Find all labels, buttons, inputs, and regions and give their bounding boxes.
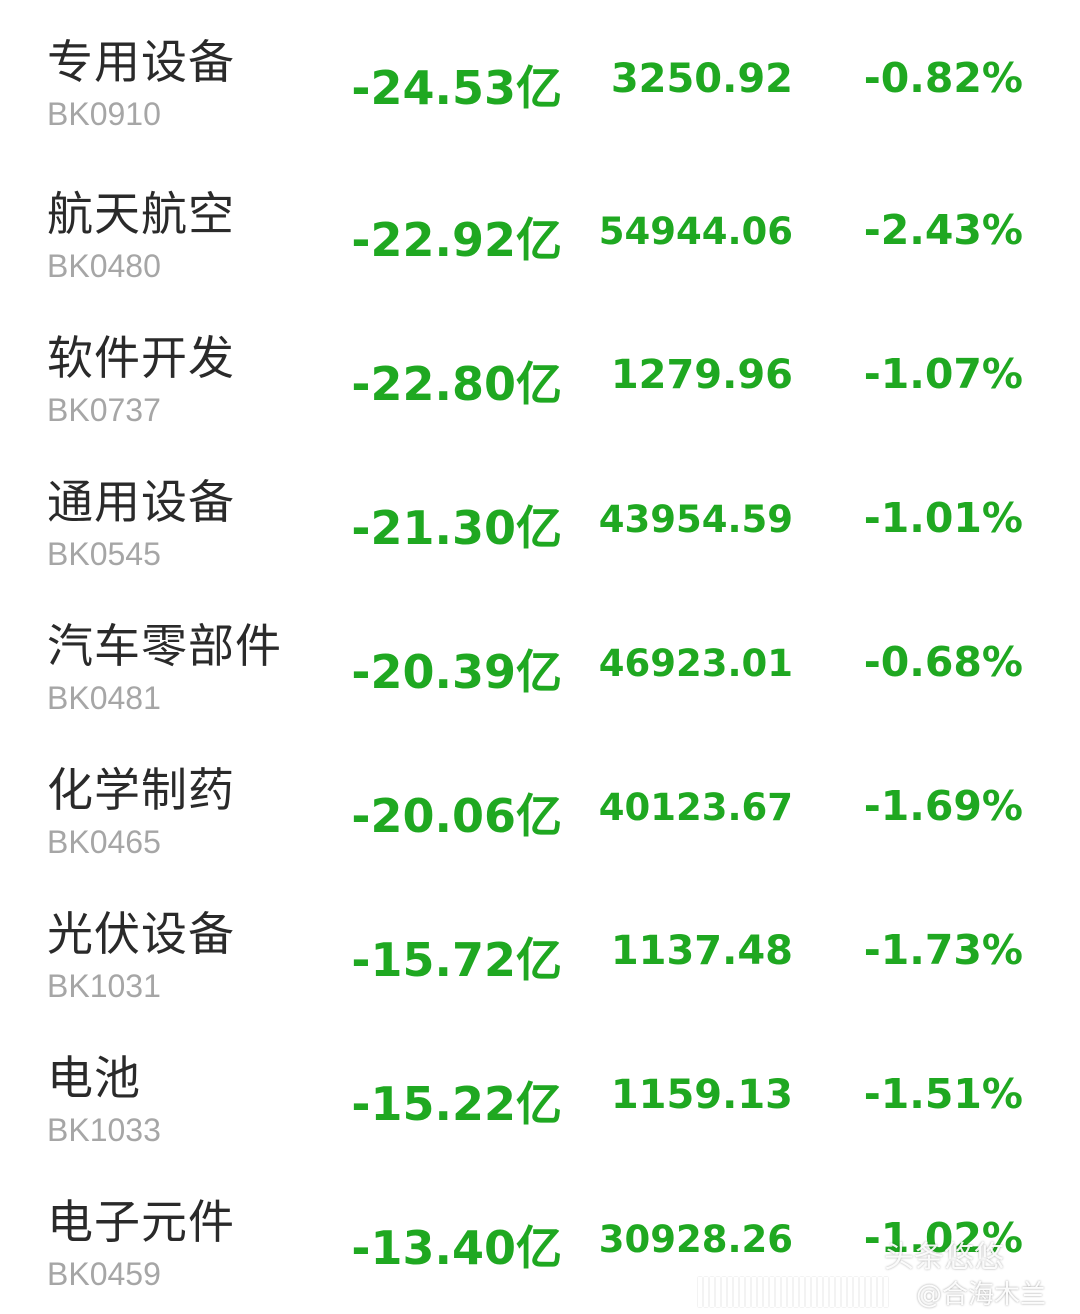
change-percent: -1.51%: [863, 1070, 1023, 1118]
watermark-source: 头条悠悠: [884, 1240, 1004, 1275]
list-item[interactable]: 光伏设备 BK1031 -15.72亿 1137.48 -1.73%: [0, 872, 1080, 1016]
sector-name: 汽车零部件: [47, 619, 282, 673]
index-value: 30928.26: [598, 1218, 793, 1261]
sector-code: BK0480: [47, 248, 161, 284]
change-percent: -1.01%: [863, 494, 1023, 542]
index-value: 54944.06: [598, 210, 793, 253]
change-percent: -0.82%: [863, 54, 1023, 102]
net-flow: -24.53亿: [351, 61, 562, 115]
sector-code: BK0459: [47, 1256, 161, 1292]
list-item[interactable]: 航天航空 BK0480 -22.92亿 54944.06 -2.43%: [0, 152, 1080, 296]
list-item[interactable]: 专用设备 BK0910 -24.53亿 3250.92 -0.82%: [0, 0, 1080, 152]
sector-code: BK0481: [47, 680, 161, 716]
list-item[interactable]: 化学制药 BK0465 -20.06亿 40123.67 -1.69%: [0, 728, 1080, 872]
watermark-handle-text: @合海木兰: [916, 1279, 1047, 1310]
list-item[interactable]: 汽车零部件 BK0481 -20.39亿 46923.01 -0.68%: [0, 584, 1080, 728]
net-flow: -22.92亿: [351, 213, 562, 267]
index-value: 46923.01: [598, 642, 793, 685]
sector-name: 电池: [47, 1051, 141, 1105]
sector-name: 航天航空: [47, 187, 235, 241]
net-flow: -21.30亿: [351, 501, 562, 555]
net-flow: -15.22亿: [351, 1077, 562, 1131]
list-item[interactable]: 软件开发 BK0737 -22.80亿 1279.96 -1.07%: [0, 296, 1080, 440]
net-flow: -15.72亿: [351, 933, 562, 987]
change-percent: -1.73%: [863, 926, 1023, 974]
change-percent: -2.43%: [863, 206, 1023, 254]
net-flow: -13.40亿: [351, 1221, 562, 1275]
list-item[interactable]: 电池 BK1033 -15.22亿 1159.13 -1.51%: [0, 1016, 1080, 1160]
sector-name: 通用设备: [47, 475, 235, 529]
sector-name: 电子元件: [47, 1195, 235, 1249]
change-percent: -1.69%: [863, 782, 1023, 830]
sector-name: 光伏设备: [47, 907, 235, 961]
sector-code: BK0910: [47, 96, 161, 132]
barcode-decoration: [698, 1277, 890, 1307]
net-flow: -22.80亿: [351, 357, 562, 411]
index-value: 1137.48: [610, 928, 793, 974]
sector-code: BK0737: [47, 392, 161, 428]
sector-code: BK0545: [47, 536, 161, 572]
change-percent: -1.02%: [863, 1214, 1023, 1262]
net-flow: -20.06亿: [351, 789, 562, 843]
watermark-handle: @合海木兰: [698, 1275, 1047, 1310]
sector-name: 化学制药: [47, 763, 235, 817]
change-percent: -0.68%: [863, 638, 1023, 686]
index-value: 1279.96: [610, 352, 793, 398]
index-value: 3250.92: [610, 56, 793, 102]
list-item[interactable]: 通用设备 BK0545 -21.30亿 43954.59 -1.01%: [0, 440, 1080, 584]
index-value: 1159.13: [610, 1072, 793, 1118]
net-flow: -20.39亿: [351, 645, 562, 699]
sector-name: 软件开发: [47, 331, 235, 385]
weibo-icon: [894, 1284, 913, 1300]
sector-code: BK0465: [47, 824, 161, 860]
index-value: 43954.59: [598, 498, 793, 541]
change-percent: -1.07%: [863, 350, 1023, 398]
index-value: 40123.67: [598, 786, 793, 829]
sector-code: BK1031: [47, 968, 161, 1004]
list-item[interactable]: 电子元件 BK0459 -13.40亿 30928.26 -1.02%: [0, 1160, 1080, 1304]
sector-code: BK1033: [47, 1112, 161, 1148]
sector-name: 专用设备: [47, 35, 235, 89]
